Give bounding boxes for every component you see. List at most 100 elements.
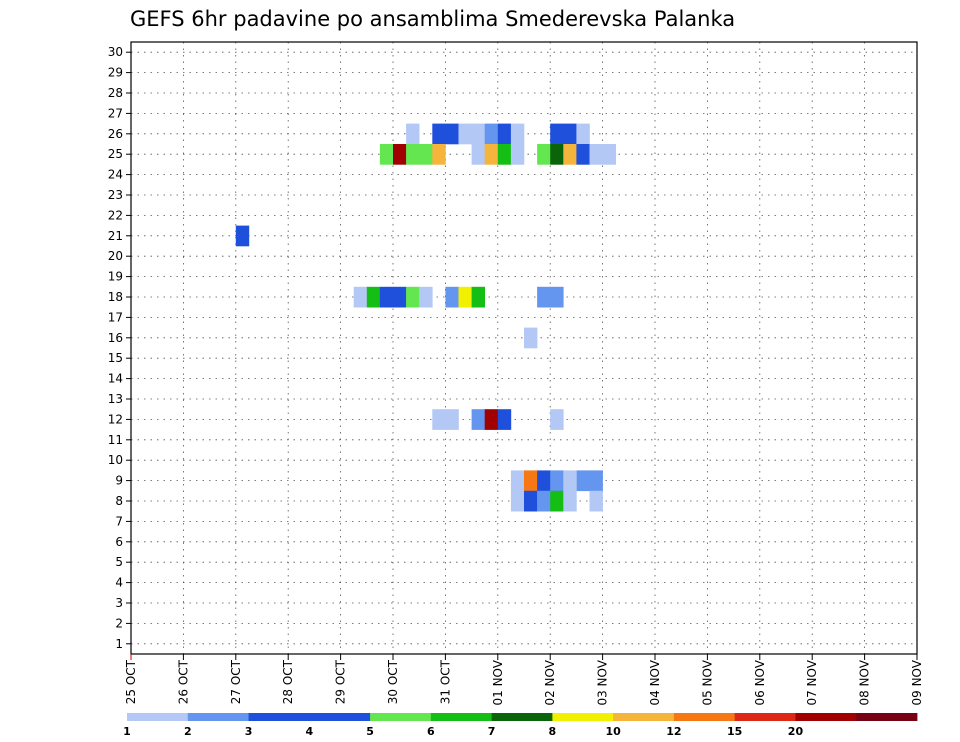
y-tick-label: 3	[115, 596, 123, 610]
heatmap-cell	[393, 286, 407, 308]
x-tick-label: 28 OCT	[281, 659, 295, 704]
x-tick-label: 27 OCT	[229, 659, 243, 704]
x-tick-label: 29 OCT	[334, 659, 348, 704]
heatmap-cell	[537, 144, 551, 165]
y-tick-label: 30	[108, 45, 123, 59]
legend-swatch	[856, 713, 918, 721]
heatmap-cell	[576, 470, 590, 492]
x-tick-label: 09 NOV	[910, 659, 924, 705]
heatmap-cell	[497, 409, 512, 430]
y-tick-label: 25	[108, 147, 123, 161]
heatmap-cell	[406, 286, 420, 308]
heatmap-cell	[550, 409, 564, 430]
y-tick-label: 10	[108, 453, 123, 467]
heatmap-cell	[576, 123, 590, 145]
y-tick-label: 23	[108, 188, 123, 202]
heatmap-cell	[550, 286, 564, 308]
y-tick-label: 24	[108, 168, 123, 182]
heatmap-cell	[524, 327, 538, 349]
heatmap-cell	[406, 144, 420, 165]
legend-swatch	[370, 713, 432, 721]
legend-swatch	[309, 713, 371, 721]
y-tick-label: 12	[108, 412, 123, 426]
y-tick-label: 1	[115, 637, 123, 651]
heatmap-cell	[445, 409, 459, 430]
x-tick-label: 07 NOV	[805, 659, 819, 705]
heatmap-cell	[419, 286, 433, 308]
legend-swatch	[795, 713, 857, 721]
plot-frame	[130, 41, 918, 655]
heatmap-cell	[458, 123, 472, 145]
x-tick-label: 30 OCT	[386, 659, 400, 704]
heatmap-cell	[432, 123, 446, 145]
y-tick-label: 8	[115, 494, 123, 508]
heatmap-cell	[445, 123, 459, 145]
y-tick-label: 7	[115, 514, 123, 528]
legend-label: 2	[184, 725, 192, 738]
heatmap-cell	[432, 144, 446, 165]
heatmap-cell	[497, 123, 512, 145]
heatmap-cell	[471, 286, 485, 308]
legend-swatch	[127, 713, 189, 721]
x-tick-label: 02 NOV	[543, 659, 557, 705]
legend-swatch	[673, 713, 736, 721]
y-tick-label: 18	[108, 290, 123, 304]
legend-swatch	[248, 713, 310, 721]
heatmap-cell	[366, 286, 381, 308]
x-tick-label: 25 OCT	[124, 659, 138, 704]
y-tick-label: 17	[108, 310, 123, 324]
heatmap-cell	[550, 144, 564, 165]
heatmap-cell	[353, 286, 368, 308]
heatmap-cell	[589, 144, 603, 165]
legend-label: 20	[788, 725, 804, 738]
y-tick-label: 22	[108, 208, 123, 222]
y-tick-label: 26	[108, 127, 123, 141]
grid-lines	[131, 42, 917, 654]
heatmap-cell	[510, 490, 525, 512]
heatmap-cell	[550, 470, 564, 492]
y-tick-label: 5	[115, 555, 123, 569]
y-tick-label: 20	[108, 249, 123, 263]
x-tick-label: 04 NOV	[648, 659, 662, 705]
legend-swatch	[613, 713, 675, 721]
heatmap-cell	[432, 409, 446, 430]
legend-label: 5	[366, 725, 374, 738]
heatmap-cell	[510, 144, 525, 165]
y-tick-label: 29	[108, 66, 123, 80]
y-axis: 1234567891011121314151617181920212223242…	[108, 45, 131, 651]
heatmap-cell	[563, 490, 577, 512]
chart-title: GEFS 6hr padavine po ansamblima Smederev…	[130, 7, 735, 31]
y-tick-label: 27	[108, 106, 123, 120]
y-tick-label: 4	[115, 576, 123, 590]
heatmap-cell	[484, 144, 499, 165]
y-tick-label: 2	[115, 616, 123, 630]
heatmap-cell	[471, 123, 485, 145]
x-tick-label: 26 OCT	[176, 659, 190, 704]
heatmap-cell	[471, 409, 485, 430]
y-tick-label: 21	[108, 229, 123, 243]
legend-label: 15	[727, 725, 742, 738]
x-axis: 25 OCT 26 OCT 27 OCT 28 OCT 29 OCT 30 OCT 31 O…	[124, 654, 924, 706]
heatmap-cell	[379, 286, 394, 308]
heatmap-cell	[235, 225, 250, 247]
legend-label: 3	[245, 725, 253, 738]
heatmap-cell	[537, 470, 551, 492]
y-tick-label: 13	[108, 392, 123, 406]
x-tick-label: 08 NOV	[858, 659, 872, 705]
heatmap-cell	[379, 144, 394, 165]
heatmap-cell	[524, 490, 538, 512]
heatmap-cell	[589, 470, 603, 492]
x-tick-label: 31 OCT	[438, 659, 452, 704]
heatmap-cell	[419, 144, 433, 165]
x-tick-label: 01 NOV	[491, 659, 505, 705]
x-tick-label: 03 NOV	[596, 659, 610, 705]
legend-swatch	[552, 713, 614, 721]
heatmap-cell	[576, 144, 590, 165]
legend-label: 6	[427, 725, 435, 738]
heatmap-cell	[497, 144, 512, 165]
legend-swatch	[491, 713, 553, 721]
heatmap-cell	[510, 123, 525, 145]
heatmap-cell	[537, 286, 551, 308]
y-tick-label: 16	[108, 331, 123, 345]
